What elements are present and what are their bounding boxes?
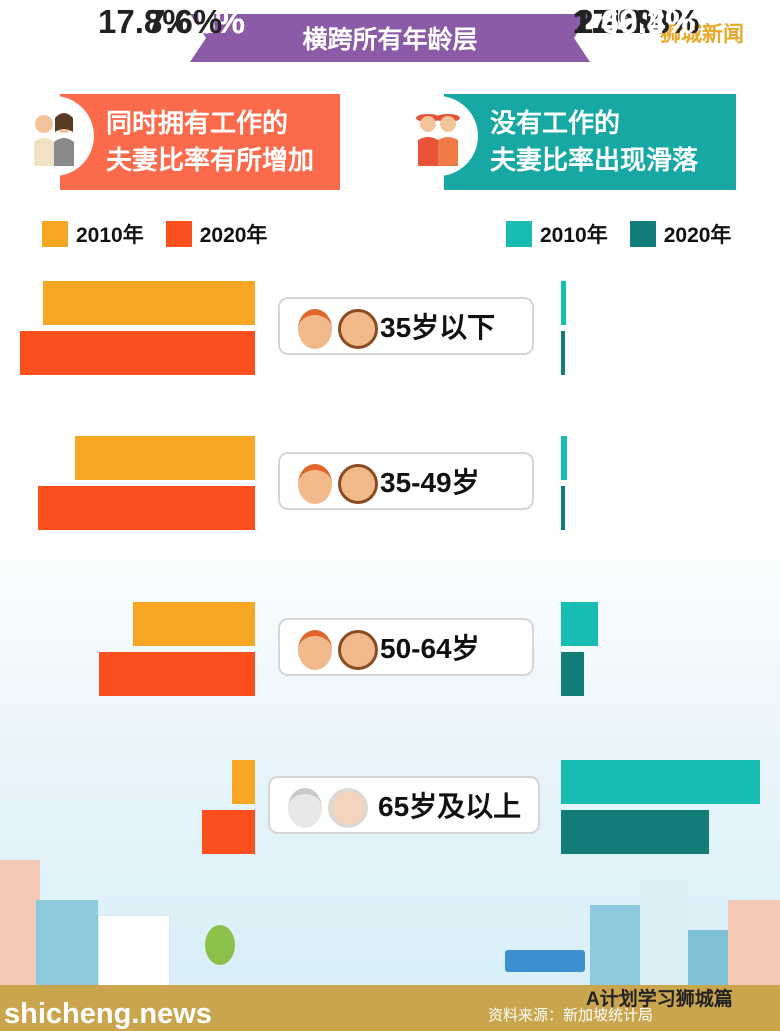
legend-item-right-2010: 2010年 [506,219,608,249]
building-4 [590,905,640,990]
left-bar-value-label: 70.8% [151,3,245,40]
woman-face-icon [338,630,378,670]
age-group-label-box: 35岁以下 [278,297,534,355]
man-face-icon [288,788,322,828]
right-legend: 2010年 2020年 [506,219,753,249]
left-bar-2010 [74,436,255,480]
age-group-label: 65岁及以上 [378,791,522,822]
source-note: 资料来源：新加坡统计局 [488,1007,654,1024]
age-group-label: 35岁以下 [380,312,496,343]
right-bar-value-label: 49.4% [601,3,695,40]
left-header-line2: 夫妻比率有所增加 [106,145,315,175]
left-header: 同时拥有工作的 夫妻比率有所增加 [14,94,344,190]
woman-face-icon [338,464,378,504]
building-1 [0,860,40,990]
man-face-icon [298,464,332,504]
man-face-icon [298,309,332,349]
left-bar-2020 [38,486,255,530]
building-7 [728,900,780,990]
right-bar-value-label: 66.3% [601,3,695,40]
left-bar-2020 [20,331,255,375]
left-bar-value-label: 60.1% [151,3,245,40]
right-bar-2020 [561,486,565,530]
left-bar-value-label: 78.3% [151,3,245,40]
legend-label: 2020年 [663,224,732,247]
site-url: shicheng.news [4,998,212,1030]
left-bar-2010 [42,281,255,325]
right-bar-value-label: 1.2% [572,3,648,40]
right-bar-value-label: 1.2% [572,3,648,40]
tree-1 [205,925,235,965]
building-5 [640,880,688,990]
age-group-label: 50-64岁 [380,633,480,664]
legend-label: 2020年 [199,224,268,247]
left-bar-2010 [232,760,255,804]
right-header: 没有工作的 夫妻比率出现滑落 [398,94,738,190]
left-header-box: 同时拥有工作的 夫妻比率有所增加 [60,94,340,190]
left-bar-value-label: 40.8% [151,3,245,40]
ground [0,985,780,1031]
legend-item-right-2020: 2020年 [629,219,732,249]
building-2 [36,900,98,990]
brand-logo: 狮城新闻 [660,23,744,46]
right-bar-value-label: 1.5% [573,3,649,40]
couple-working-icon [14,96,94,176]
right-header-line1: 没有工作的 [490,108,621,138]
left-legend: 2010年 2020年 [42,219,289,249]
right-bar-2020 [561,810,710,854]
left-bar-2020 [201,810,255,854]
page-title: 横跨所有年龄层 [190,14,590,62]
age-group-label-box: 50-64岁 [278,618,534,676]
footer-brand: A计划学习狮城篇 [586,989,733,1010]
legend-label: 2010年 [76,224,144,247]
man-face-icon [298,630,332,670]
right-bar-value-label: 2.1 [575,3,622,40]
legend-item-left-2020: 2020年 [165,219,268,249]
left-bar-value-label: 72.3% [151,3,245,40]
left-bar-value-label: 17.8% [98,3,192,40]
bench [505,950,585,972]
age-group-label-box: 65岁及以上 [268,776,540,834]
right-bar-2010 [561,436,568,480]
woman-face-icon [328,788,368,828]
right-bar-2020 [561,652,585,696]
right-bar-value-label: 12.3% [605,3,700,40]
legend-item-left-2010: 2010年 [42,219,144,249]
right-header-box: 没有工作的 夫妻比率出现滑落 [444,94,736,190]
right-bar-2010 [561,602,598,646]
left-bar-2020 [99,652,255,696]
right-bar-2010 [561,281,566,325]
building-3 [98,915,170,992]
woman-face-icon [338,309,378,349]
age-group-label-box: 35-49岁 [278,452,534,510]
building-6 [688,930,728,990]
right-bar-2010 [561,760,760,804]
right-header-line2: 夫妻比率出现滑落 [490,145,699,175]
left-header-line1: 同时拥有工作的 [106,108,289,138]
left-bar-value-label: 51.9% [151,3,245,40]
left-bar-value-label: 7.6% [146,3,223,40]
couple-retired-icon [398,96,478,176]
legend-label: 2010年 [540,224,608,247]
right-bar-value-label: 7.8% [592,3,668,40]
right-bar-2020 [561,331,565,375]
left-bar-2010 [132,602,255,646]
age-group-label: 35-49岁 [380,467,480,498]
